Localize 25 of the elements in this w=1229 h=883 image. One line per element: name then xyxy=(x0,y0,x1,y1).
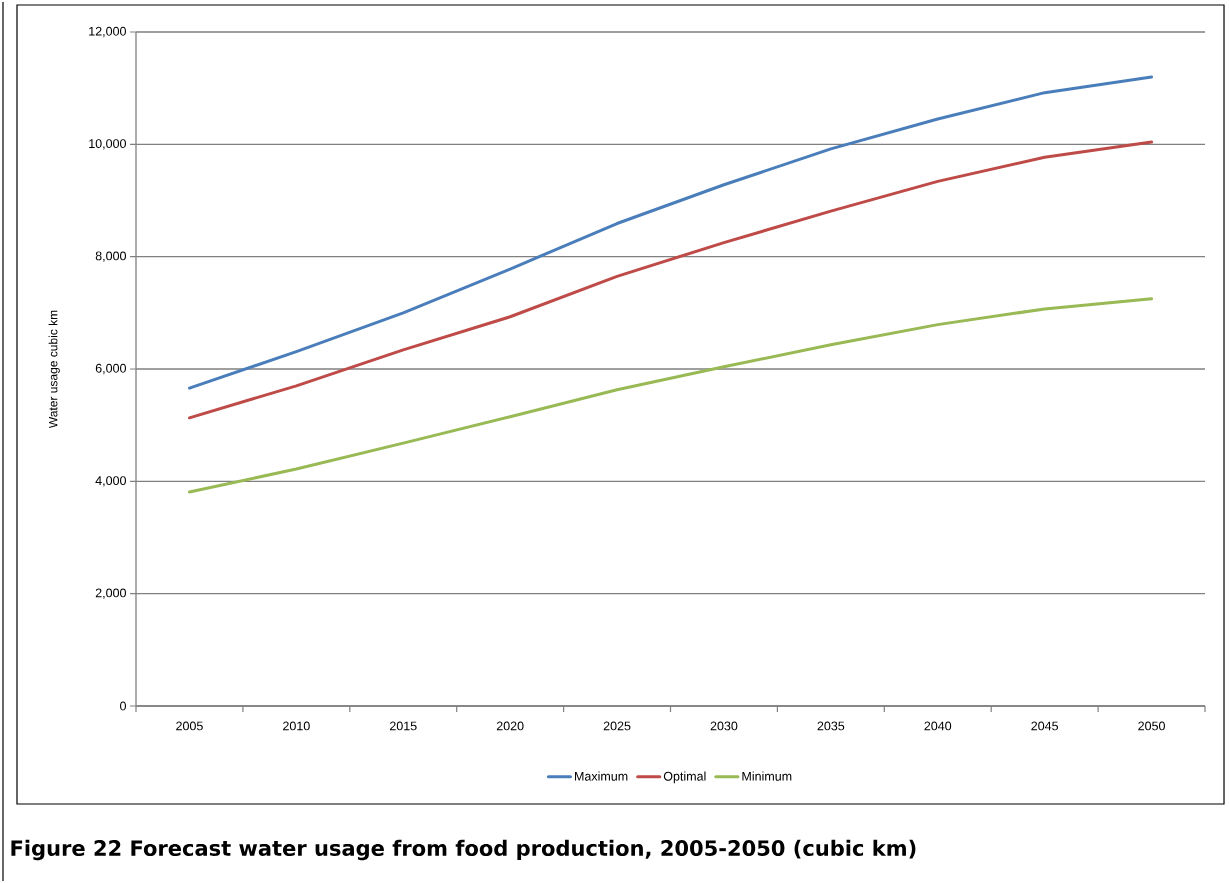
text: Figure 22 Forecast water usage from food production, 2005-2050 (cubic km) xyxy=(11,839,916,861)
x-tick-label: 2035 xyxy=(817,721,845,731)
y-tick-label: 4,000 xyxy=(95,476,126,487)
y-tick-label: 2,000 xyxy=(95,588,126,599)
x-tick-label: 2010 xyxy=(283,721,310,731)
line-series xyxy=(187,140,1154,420)
x-tick-label: 2040 xyxy=(924,721,952,731)
legend-label: Maximum xyxy=(575,771,628,781)
x-tick-label: 2005 xyxy=(176,721,203,731)
line-series xyxy=(187,75,1154,390)
x-tick-label: 2050 xyxy=(1138,721,1165,731)
y-axis-title: Water usage cubic km xyxy=(48,310,60,429)
line-series xyxy=(187,297,1154,494)
y-tick-label: 6,000 xyxy=(95,363,126,375)
y-tick-label: 12,000 xyxy=(89,26,126,38)
y-tick-label: 10,000 xyxy=(89,139,126,150)
legend-label: Minimum xyxy=(742,771,792,781)
x-tick-label: 2030 xyxy=(710,721,738,731)
x-tick-label: 2045 xyxy=(1031,721,1059,731)
y-tick-label: 0 xyxy=(120,701,126,711)
x-tick-label: 2020 xyxy=(496,721,524,731)
y-tick-label: 8,000 xyxy=(95,251,126,262)
x-tick-label: 2025 xyxy=(603,721,631,731)
legend-label: Optimal xyxy=(663,771,706,784)
x-tick-label: 2015 xyxy=(389,721,417,731)
